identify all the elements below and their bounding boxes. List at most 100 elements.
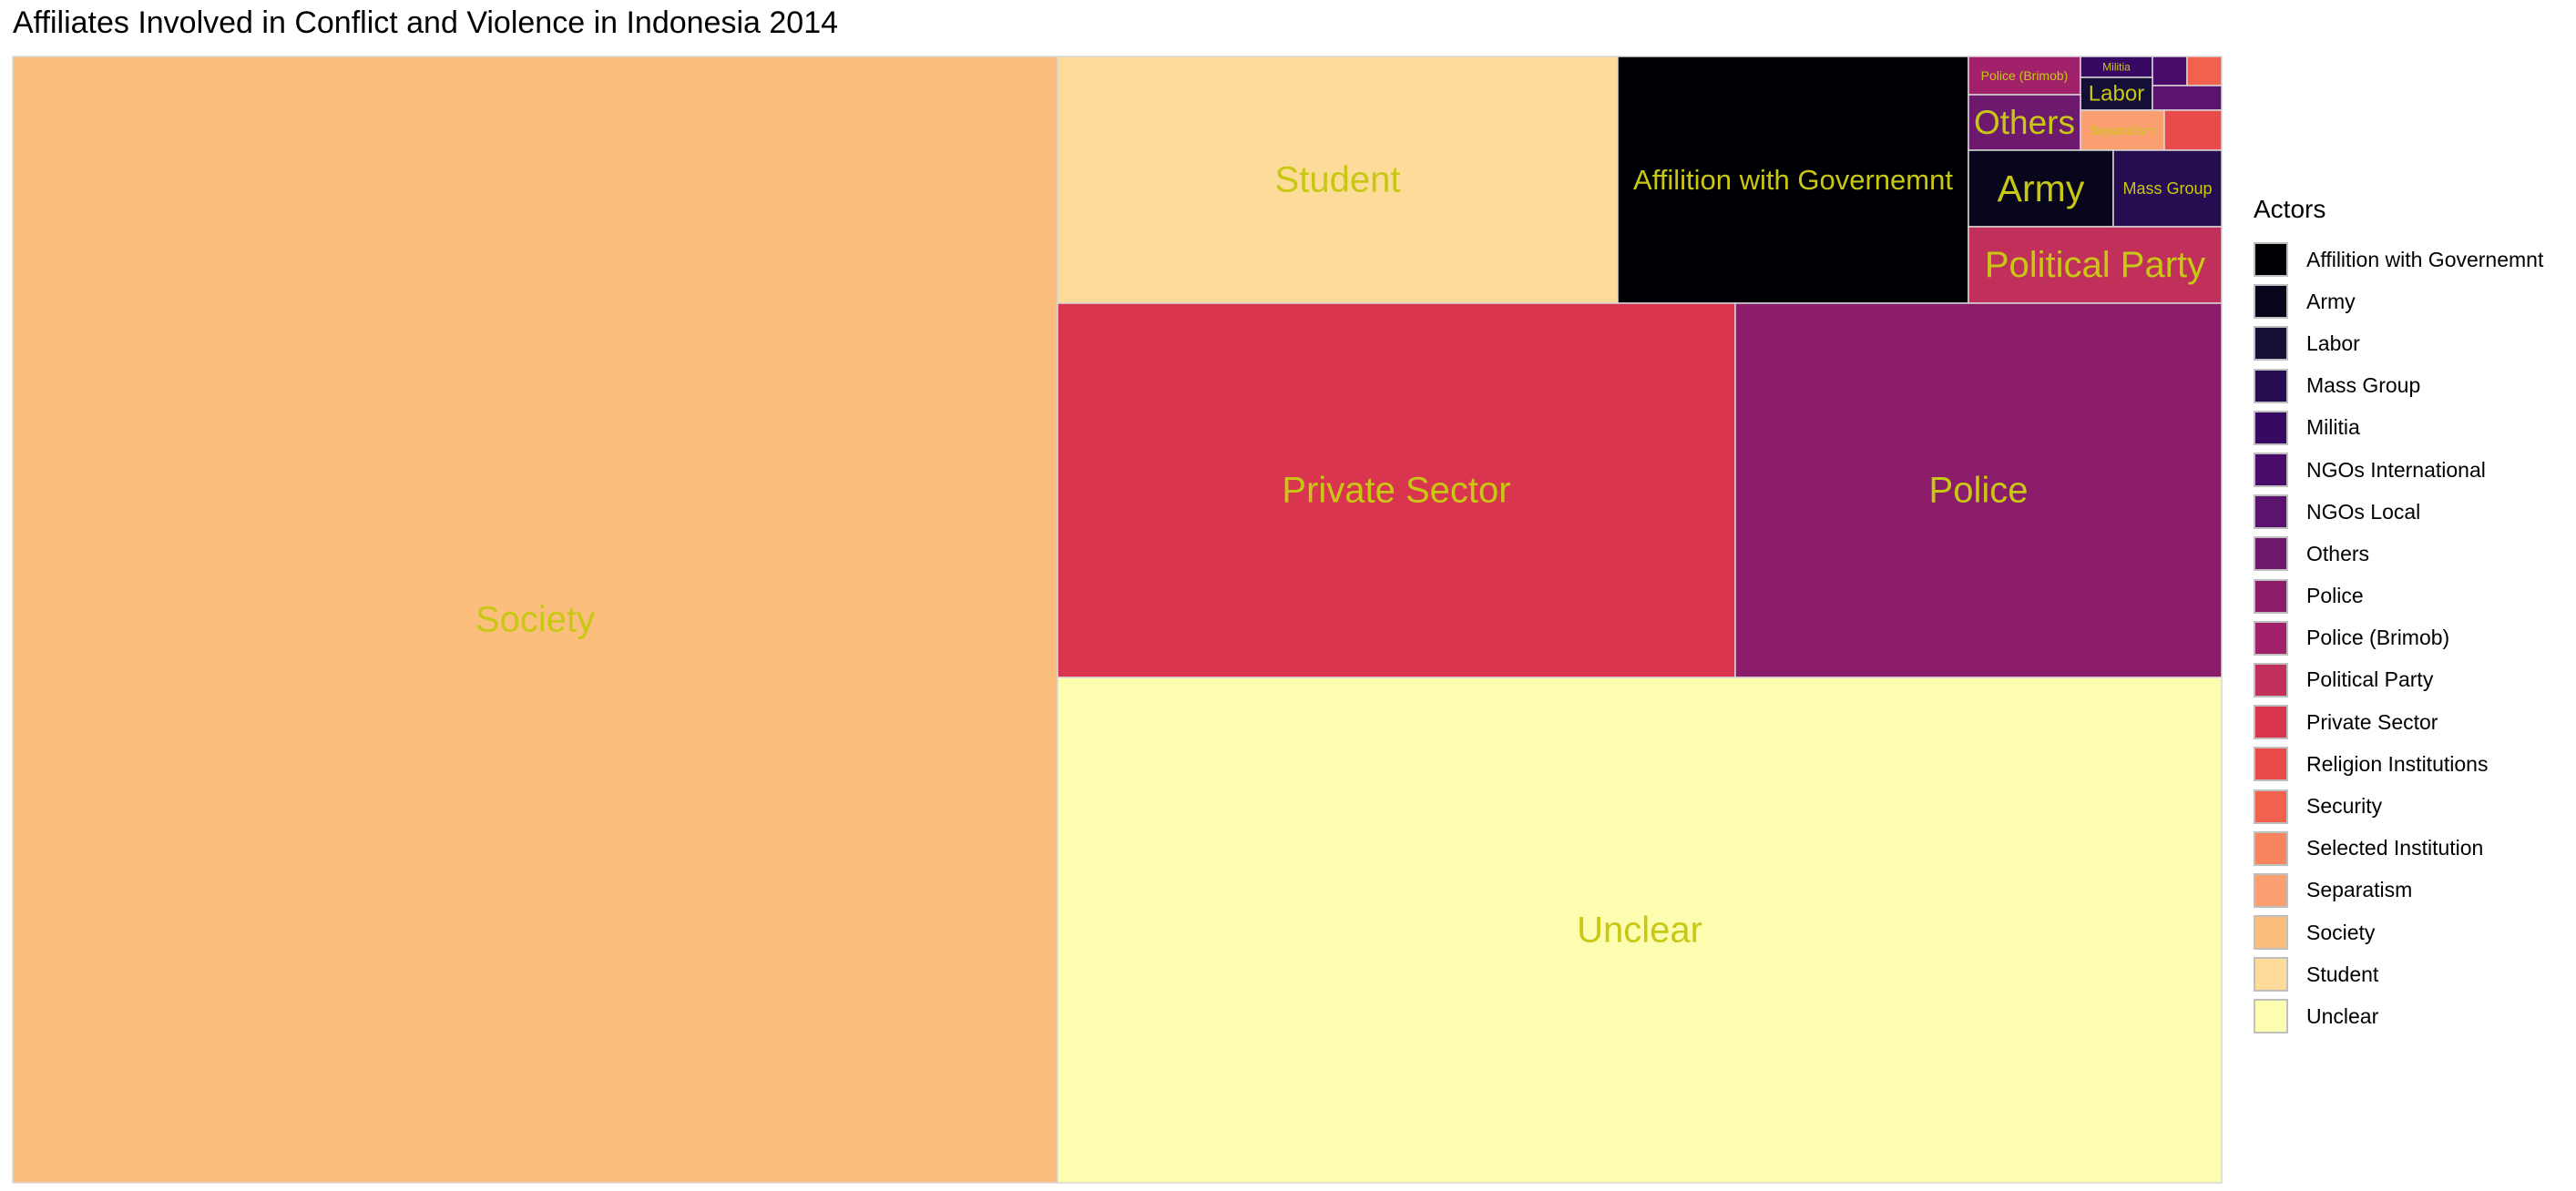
tile-rect-society (12, 56, 1058, 1184)
legend-title: Actors (2254, 195, 2326, 223)
tile-police-brimob: Police (Brimob) (1968, 56, 2081, 96)
tile-rect-ngos-international (2152, 56, 2188, 87)
legend-swatch-army (2254, 284, 2288, 320)
legend-item-society: Society (2254, 911, 2543, 953)
legend-label-labor: Labor (2306, 331, 2360, 355)
legend-label-police-brimob: Police (Brimob) (2306, 626, 2450, 650)
tile-political-party: Political Party (1968, 226, 2223, 304)
chart-title: Affiliates Involved in Conflict and Viol… (13, 5, 839, 40)
legend-label-selected-institution: Selected Institution (2306, 836, 2484, 860)
tile-label-society: Society (475, 600, 595, 640)
legend-swatch-selected-institution (2254, 830, 2288, 866)
legend-swatch-religion-institutions (2254, 747, 2288, 782)
tile-private-sector: Private Sector (1057, 302, 1736, 678)
legend-item-religion-institutions: Religion Institutions (2254, 743, 2543, 785)
legend-item-police: Police (2254, 575, 2543, 617)
legend-swatch-society (2254, 915, 2288, 951)
tile-rect-labor (2080, 76, 2153, 111)
tile-rect-private-sector (1057, 302, 1736, 678)
legend-swatch-ngos-local (2254, 494, 2288, 530)
legend-label-separatism: Separatism (2306, 878, 2413, 902)
legend-label-religion-institutions: Religion Institutions (2306, 751, 2489, 776)
tile-label-private-sector: Private Sector (1282, 471, 1510, 511)
tile-rect-religion-institutions (2163, 109, 2223, 151)
legend-item-affilition-with-governemnt: Affilition with Governemnt (2254, 239, 2543, 280)
legend-swatch-separatism (2254, 872, 2288, 908)
tile-rect-army (1968, 149, 2114, 228)
legend-item-mass-group: Mass Group (2254, 365, 2543, 407)
legend-swatch-unclear (2254, 999, 2288, 1034)
legend-item-separatism: Separatism (2254, 870, 2543, 911)
tile-rect-ngos-local (2152, 85, 2223, 111)
tile-label-army: Army (1998, 168, 2085, 209)
legend-swatch-mass-group (2254, 368, 2288, 403)
legend-item-army: Army (2254, 280, 2543, 322)
tile-army: Army (1968, 149, 2114, 228)
legend-item-unclear: Unclear (2254, 995, 2543, 1037)
legend-item-private-sector: Private Sector (2254, 701, 2543, 743)
legend-label-police: Police (2306, 584, 2364, 608)
tile-rect-others (1968, 94, 2081, 151)
legend-label-mass-group: Mass Group (2306, 373, 2421, 398)
tile-rect-separatism (2080, 109, 2165, 151)
legend-label-others: Others (2306, 541, 2370, 565)
tile-rect-student (1057, 56, 1619, 304)
legend-swatch-police (2254, 578, 2288, 614)
legend-label-ngos-local: NGOs Local (2306, 499, 2421, 524)
tile-label-police: Police (1929, 471, 2029, 511)
tile-label-student: Student (1275, 160, 1401, 200)
tile-religion-institutions (2163, 109, 2223, 151)
tile-student: Student (1057, 56, 1619, 304)
legend-item-student: Student (2254, 953, 2543, 995)
tile-unclear: Unclear (1057, 677, 2223, 1184)
tile-others: Others (1968, 94, 2081, 151)
tile-rect-affilition-with-governemnt (1617, 56, 1969, 304)
legend-swatch-others (2254, 536, 2288, 572)
tile-label-affilition-with-governemnt: Affilition with Governemnt (1633, 164, 1953, 196)
tile-label-others: Others (1974, 104, 2075, 141)
legend-label-private-sector: Private Sector (2306, 709, 2438, 734)
legend-label-militia: Militia (2306, 415, 2360, 440)
tile-mass-group: Mass Group (2112, 149, 2223, 228)
tile-affilition-with-governemnt: Affilition with Governemnt (1617, 56, 1969, 304)
legend-swatch-political-party (2254, 662, 2288, 697)
tile-ngos-international (2152, 56, 2188, 87)
legend-label-affilition-with-governemnt: Affilition with Governemnt (2306, 247, 2544, 271)
tile-label-unclear: Unclear (1577, 911, 1702, 951)
tile-society: Society (12, 56, 1058, 1184)
legend-item-labor: Labor (2254, 322, 2543, 364)
tile-label-separatism: Separatism (2090, 123, 2155, 137)
legend-item-ngos-local: NGOs Local (2254, 491, 2543, 533)
tile-security (2186, 56, 2223, 87)
legend-label-student: Student (2306, 962, 2379, 986)
legend-items: Affilition with Governemnt Army Labor Mass … (2254, 239, 2543, 1038)
legend-label-society: Society (2306, 920, 2376, 944)
tile-label-police-brimob: Police (Brimob) (1981, 68, 2069, 83)
legend-label-army: Army (2306, 289, 2356, 313)
tile-label-labor: Labor (2089, 82, 2144, 107)
legend-label-security: Security (2306, 794, 2383, 819)
legend-item-others: Others (2254, 533, 2543, 575)
legend-swatch-student (2254, 957, 2288, 992)
legend-label-political-party: Political Party (2306, 667, 2434, 692)
tile-separatism: Separatism (2080, 109, 2165, 151)
tile-label-mass-group: Mass Group (2122, 179, 2212, 198)
legend-swatch-security (2254, 789, 2288, 824)
tile-militia: Militia (2080, 56, 2153, 78)
legend-item-militia: Militia (2254, 407, 2543, 449)
legend-swatch-labor (2254, 326, 2288, 361)
tile-label-political-party: Political Party (1985, 245, 2205, 285)
legend-swatch-private-sector (2254, 705, 2288, 740)
legend-item-security: Security (2254, 785, 2543, 827)
legend-item-police-brimob: Police (Brimob) (2254, 617, 2543, 659)
tile-police: Police (1734, 302, 2223, 678)
tile-rect-security (2186, 56, 2223, 87)
tile-rect-political-party (1968, 226, 2223, 304)
legend-item-political-party: Political Party (2254, 659, 2543, 701)
legend-label-unclear: Unclear (2306, 1003, 2379, 1028)
tile-rect-police (1734, 302, 2223, 678)
tile-label-militia: Militia (2102, 61, 2131, 74)
legend-swatch-police-brimob (2254, 620, 2288, 656)
legend-item-ngos-international: NGOs International (2254, 449, 2543, 491)
